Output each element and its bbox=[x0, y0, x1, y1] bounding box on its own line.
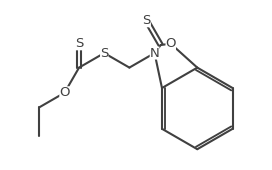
Text: S: S bbox=[75, 37, 83, 50]
Text: O: O bbox=[165, 37, 176, 50]
Text: S: S bbox=[143, 14, 151, 27]
Text: O: O bbox=[59, 86, 70, 99]
Text: S: S bbox=[100, 47, 109, 60]
Text: N: N bbox=[150, 47, 159, 60]
